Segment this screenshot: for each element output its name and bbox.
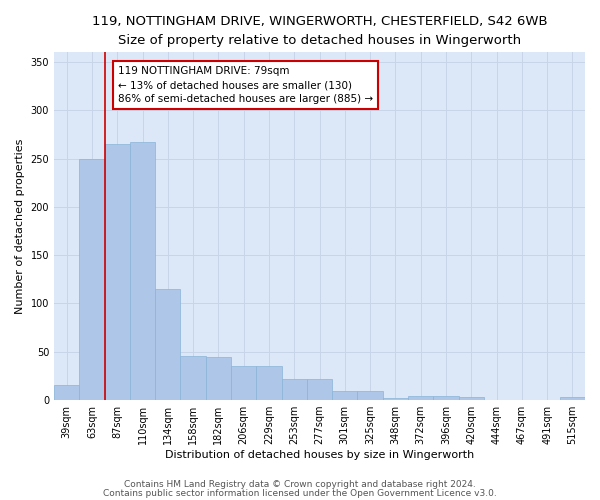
Bar: [79, 158, 104, 400]
Bar: [231, 366, 256, 400]
Bar: [155, 289, 181, 400]
Bar: [458, 397, 484, 400]
Bar: [408, 396, 433, 400]
Title: 119, NOTTINGHAM DRIVE, WINGERWORTH, CHESTERFIELD, S42 6WB
Size of property relat: 119, NOTTINGHAM DRIVE, WINGERWORTH, CHES…: [92, 15, 547, 47]
Bar: [560, 397, 585, 400]
Bar: [130, 142, 155, 400]
Bar: [281, 379, 307, 400]
Text: 119 NOTTINGHAM DRIVE: 79sqm
← 13% of detached houses are smaller (130)
86% of se: 119 NOTTINGHAM DRIVE: 79sqm ← 13% of det…: [118, 66, 373, 104]
Text: Contains HM Land Registry data © Crown copyright and database right 2024.: Contains HM Land Registry data © Crown c…: [124, 480, 476, 489]
Bar: [206, 356, 231, 400]
Bar: [433, 396, 458, 400]
Bar: [104, 144, 130, 400]
Bar: [256, 366, 281, 400]
Text: Contains public sector information licensed under the Open Government Licence v3: Contains public sector information licen…: [103, 488, 497, 498]
Bar: [307, 379, 332, 400]
X-axis label: Distribution of detached houses by size in Wingerworth: Distribution of detached houses by size …: [165, 450, 474, 460]
Bar: [383, 398, 408, 400]
Bar: [358, 392, 383, 400]
Bar: [181, 356, 206, 400]
Bar: [54, 384, 79, 400]
Bar: [332, 392, 358, 400]
Y-axis label: Number of detached properties: Number of detached properties: [15, 138, 25, 314]
